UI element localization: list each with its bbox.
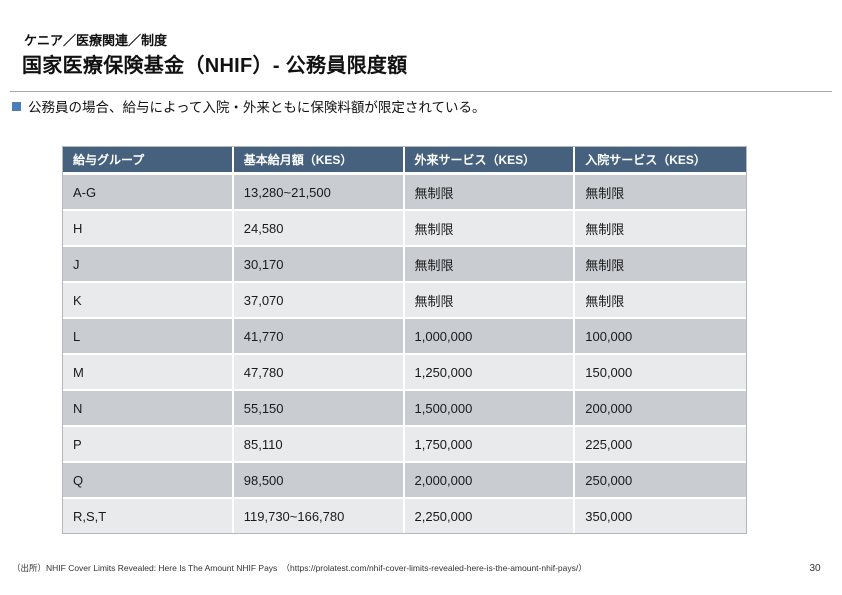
cell-salary: 30,170 xyxy=(233,247,405,283)
cell-salary: 47,780 xyxy=(233,355,405,391)
table-header-row: 給与グループ 基本給月額（KES） 外来サービス（KES） 入院サービス（KES） xyxy=(63,147,746,175)
cell-outpatient: 2,250,000 xyxy=(404,499,576,533)
page-number: 30 xyxy=(809,563,821,574)
cell-inpatient: 350,000 xyxy=(575,499,746,533)
cell-inpatient: 200,000 xyxy=(575,391,746,427)
cell-outpatient: 無制限 xyxy=(404,175,576,211)
cell-inpatient: 無制限 xyxy=(575,283,746,319)
key-message: 公務員の場合、給与によって入院・外来ともに保険料額が限定されている。 xyxy=(12,96,486,116)
cell-group: Q xyxy=(63,463,234,499)
table-row: A-G 13,280~21,500 無制限 無制限 xyxy=(63,175,746,211)
column-header-group: 給与グループ xyxy=(63,147,234,175)
cell-inpatient: 無制限 xyxy=(575,247,746,283)
cell-salary: 98,500 xyxy=(233,463,405,499)
cell-salary: 119,730~166,780 xyxy=(233,499,405,533)
cell-salary: 41,770 xyxy=(233,319,405,355)
cell-group: L xyxy=(63,319,234,355)
cell-outpatient: 無制限 xyxy=(404,211,576,247)
cell-group: A-G xyxy=(63,175,234,211)
cell-outpatient: 1,000,000 xyxy=(404,319,576,355)
cell-salary: 55,150 xyxy=(233,391,405,427)
cell-group: H xyxy=(63,211,234,247)
page-title: 国家医療保険基金（NHIF）- 公務員限度額 xyxy=(22,55,408,77)
cell-outpatient: 1,250,000 xyxy=(404,355,576,391)
source-note: （出所）NHIF Cover Limits Revealed: Here Is … xyxy=(12,563,587,573)
cell-group: R,S,T xyxy=(63,499,234,533)
table-row: N 55,150 1,500,000 200,000 xyxy=(63,391,746,427)
key-message-text: 公務員の場合、給与によって入院・外来ともに保険料額が限定されている。 xyxy=(28,100,486,115)
title-divider xyxy=(10,91,832,92)
cell-outpatient: 無制限 xyxy=(404,283,576,319)
cell-salary: 13,280~21,500 xyxy=(233,175,405,211)
breadcrumb: ケニア／医療関連／制度 xyxy=(24,33,168,48)
cell-outpatient: 無制限 xyxy=(404,247,576,283)
cell-inpatient: 100,000 xyxy=(575,319,746,355)
cell-inpatient: 無制限 xyxy=(575,175,746,211)
cell-group: N xyxy=(63,391,234,427)
column-header-inpatient: 入院サービス（KES） xyxy=(575,147,746,175)
cell-group: K xyxy=(63,283,234,319)
column-header-outpatient: 外来サービス（KES） xyxy=(404,147,576,175)
cell-inpatient: 無制限 xyxy=(575,211,746,247)
nhif-limits-table: 給与グループ 基本給月額（KES） 外来サービス（KES） 入院サービス（KES） A… xyxy=(62,146,747,534)
cell-inpatient: 150,000 xyxy=(575,355,746,391)
cell-group: M xyxy=(63,355,234,391)
table-body: A-G 13,280~21,500 無制限 無制限 H 24,580 無制限 無制限 J 30,1… xyxy=(63,175,746,533)
table-header: 給与グループ 基本給月額（KES） 外来サービス（KES） 入院サービス（KES） xyxy=(63,147,746,175)
table-row: Q 98,500 2,000,000 250,000 xyxy=(63,463,746,499)
cell-salary: 85,110 xyxy=(233,427,405,463)
table-row: R,S,T 119,730~166,780 2,250,000 350,000 xyxy=(63,499,746,533)
cell-salary: 24,580 xyxy=(233,211,405,247)
cell-inpatient: 225,000 xyxy=(575,427,746,463)
cell-inpatient: 250,000 xyxy=(575,463,746,499)
table-row: L 41,770 1,000,000 100,000 xyxy=(63,319,746,355)
bullet-square-icon xyxy=(12,101,21,111)
table-row: P 85,110 1,750,000 225,000 xyxy=(63,427,746,463)
cell-salary: 37,070 xyxy=(233,283,405,319)
cell-group: J xyxy=(63,247,234,283)
table-row: M 47,780 1,250,000 150,000 xyxy=(63,355,746,391)
table-row: K 37,070 無制限 無制限 xyxy=(63,283,746,319)
cell-outpatient: 2,000,000 xyxy=(404,463,576,499)
table-row: H 24,580 無制限 無制限 xyxy=(63,211,746,247)
table-row: J 30,170 無制限 無制限 xyxy=(63,247,746,283)
cell-outpatient: 1,500,000 xyxy=(404,391,576,427)
cell-group: P xyxy=(63,427,234,463)
column-header-salary: 基本給月額（KES） xyxy=(233,147,405,175)
cell-outpatient: 1,750,000 xyxy=(404,427,576,463)
